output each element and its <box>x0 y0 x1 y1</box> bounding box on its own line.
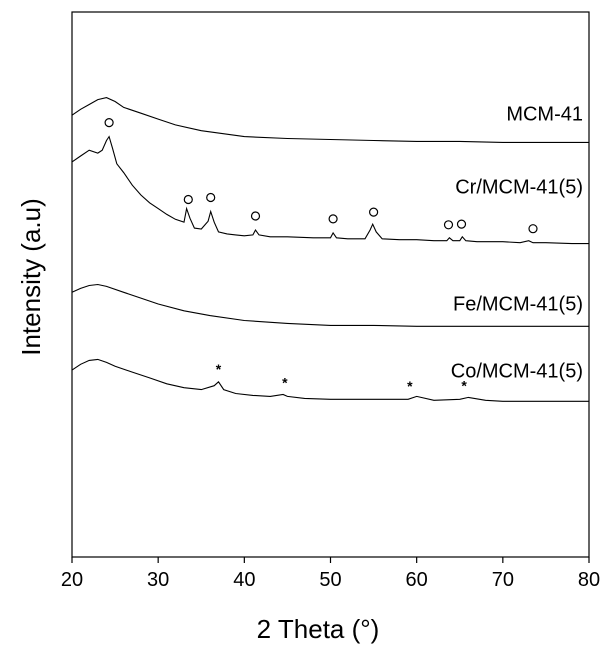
peak-marker-star: * <box>216 361 222 377</box>
peak-marker-star: * <box>407 378 413 394</box>
peak-marker-circle <box>183 194 193 205</box>
x-tick-label: 50 <box>319 569 341 591</box>
x-tick-label: 80 <box>578 569 600 591</box>
x-tick-label: 40 <box>233 569 255 591</box>
series-line-3 <box>71 358 589 402</box>
peak-marker-circle <box>369 207 379 217</box>
x-tick-label: 20 <box>61 569 83 591</box>
series-line-2 <box>71 283 589 327</box>
peak-marker-circle <box>328 214 338 224</box>
series-label-layer: MCM-41 Cr/MCM-41(5) Fe/MCM-41(5) Co/MCM-41(… <box>451 103 583 382</box>
peak-marker-circle <box>206 192 216 203</box>
peak-marker-star: * <box>282 374 288 390</box>
peak-marker-layer: * * * * <box>104 117 538 394</box>
series-layer <box>71 97 589 402</box>
series-line-0 <box>71 97 589 143</box>
series-label-1: Cr/MCM-41(5) <box>455 177 583 199</box>
peak-marker-circle <box>528 224 538 234</box>
x-axis-ticks: 20 30 40 50 60 70 80 <box>61 557 600 591</box>
series-label-2: Fe/MCM-41(5) <box>453 293 583 315</box>
x-tick-label: 60 <box>406 569 428 591</box>
peak-marker-circle <box>250 211 261 221</box>
peak-marker-circle <box>104 117 114 128</box>
peak-marker-circle <box>456 219 467 229</box>
x-tick-label: 70 <box>492 569 514 591</box>
x-tick-label: 30 <box>147 569 169 591</box>
series-label-0: MCM-41 <box>506 103 583 125</box>
plot-frame <box>71 11 590 558</box>
y-axis-title: Intensity (a.u) <box>16 198 46 356</box>
series-label-3: Co/MCM-41(5) <box>451 360 583 382</box>
x-axis-title: 2 Theta (°) <box>257 614 380 644</box>
peak-marker-circle <box>443 220 454 230</box>
peak-marker-star: * <box>461 377 467 393</box>
series-line-1 <box>71 135 589 245</box>
